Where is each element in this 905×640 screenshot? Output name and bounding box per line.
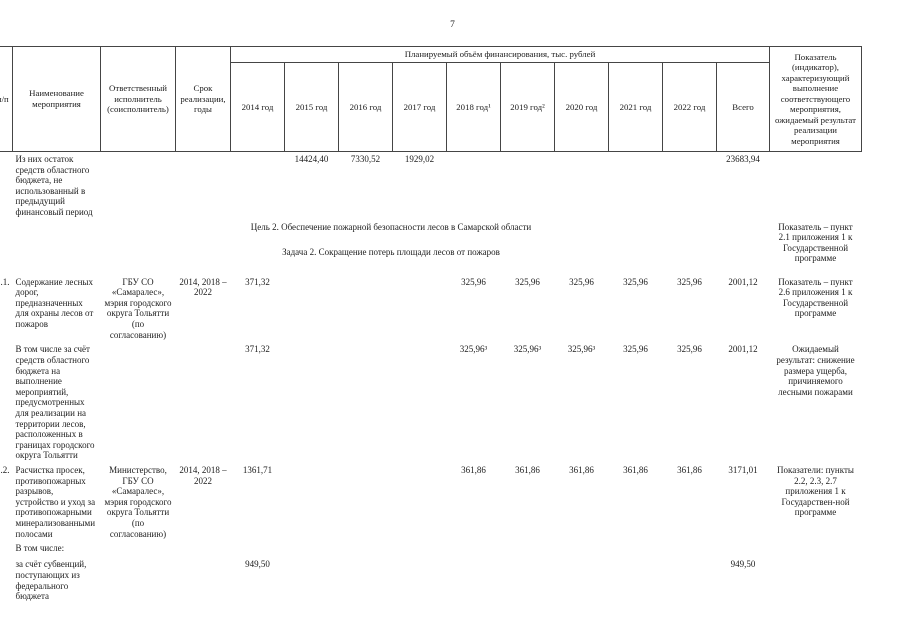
table-row-remainder: Из них остаток средств областного бюджет… bbox=[0, 152, 862, 220]
value-2019: 325,96 bbox=[515, 276, 540, 287]
value-total: 2001,12 bbox=[728, 276, 758, 287]
empty-cell bbox=[101, 557, 176, 640]
value-2022: 361,86 bbox=[677, 465, 702, 476]
value-2015: 14424,40 bbox=[294, 154, 329, 164]
task-title: Задача 2. Сокращение потерь площади лесо… bbox=[282, 246, 500, 257]
value-2014: 371,32 bbox=[245, 344, 270, 355]
empty-cell bbox=[285, 463, 447, 541]
row-name: В том числе: bbox=[15, 543, 65, 554]
empty-cell bbox=[101, 342, 176, 463]
header-cell-executor: Ответственный исполнитель (соисполнитель… bbox=[100, 46, 176, 152]
header-cell-period: Срок реализации, годы bbox=[175, 46, 231, 152]
value-2018: 325,96 bbox=[461, 276, 486, 287]
empty-cell bbox=[447, 152, 717, 220]
expected-result-note: Ожидаемый результат: снижение размера ущ… bbox=[776, 344, 855, 397]
value-2020: 325,96 bbox=[569, 276, 594, 287]
row-name: Из них остаток средств областного бюджет… bbox=[15, 154, 93, 218]
indicator-note: Показатели: пункты 2.2, 2.3, 2.7 приложе… bbox=[777, 465, 854, 518]
header-cell-2016: 2016 год bbox=[338, 62, 393, 152]
empty-cell bbox=[101, 541, 862, 557]
page-number: 7 bbox=[450, 20, 455, 30]
row-name: за счёт субвенций, поступающих из федера… bbox=[15, 559, 87, 602]
value-2021: 361,86 bbox=[623, 465, 648, 476]
empty-cell bbox=[0, 245, 13, 275]
empty-cell bbox=[176, 152, 231, 220]
row-period: 2014, 2018 –2022 bbox=[179, 465, 227, 486]
empty-cell bbox=[770, 152, 862, 220]
empty-cell bbox=[285, 275, 447, 343]
value-total: 949,50 bbox=[730, 559, 756, 570]
empty-cell bbox=[101, 152, 176, 220]
value-2014: 371,32 bbox=[245, 276, 270, 287]
header-cell-2014: 2014 год bbox=[230, 62, 285, 152]
value-2020: 361,86 bbox=[569, 465, 594, 476]
row-name: Расчистка просек, противопожарных разрыв… bbox=[15, 465, 96, 539]
value-total: 2001,12 bbox=[728, 344, 758, 355]
table-row-2-1-sub: В том числе за счёт средств областного б… bbox=[0, 342, 862, 463]
empty-cell bbox=[285, 342, 447, 463]
row-name: Содержание лесных дорог, предназначенных… bbox=[15, 276, 94, 330]
empty-cell bbox=[0, 342, 13, 463]
row-number: 2.2. bbox=[0, 465, 10, 476]
header-row-years: 2014 год 2015 год 2016 год 2017 год 2018… bbox=[0, 62, 862, 152]
value-2022: 325,96 bbox=[677, 276, 702, 287]
empty-cell bbox=[0, 220, 13, 245]
value-total: 23683,94 bbox=[726, 154, 760, 164]
empty-cell bbox=[176, 342, 231, 463]
header-cell-2020: 2020 год bbox=[554, 62, 609, 152]
empty-cell bbox=[770, 557, 862, 640]
table-row-2-2: 2.2. Расчистка просек, противопожарных р… bbox=[0, 463, 862, 541]
header-cell-2015: 2015 год bbox=[284, 62, 339, 152]
row-executor: Министерство, ГБУ СО «Самаралес», мэрия … bbox=[104, 465, 172, 539]
empty-cell bbox=[0, 152, 13, 220]
table-row-2-1: 2.1. Содержание лесных дорог, предназнач… bbox=[0, 275, 862, 343]
row-name: В том числе за счёт средств областного б… bbox=[15, 344, 95, 461]
header-cell-2021: 2021 год bbox=[608, 62, 663, 152]
header-cell-indicator: Показатель (индикатор), характеризующий … bbox=[769, 46, 862, 152]
empty-cell bbox=[0, 541, 13, 557]
value-2018: 361,86 bbox=[461, 465, 486, 476]
row-period: 2014, 2018 –2022 bbox=[179, 276, 227, 298]
financing-table: № п/п Наименование мероприятия Ответстве… bbox=[0, 46, 862, 640]
table-row-including: В том числе: bbox=[0, 541, 862, 557]
row-executor: ГБУ СО «Самаралес», мэрия городского окр… bbox=[104, 276, 172, 340]
value-2020: 325,96³ bbox=[567, 344, 596, 355]
header-cell-financing: Планируемый объём финансирования, тыс. р… bbox=[230, 46, 770, 63]
value-2021: 325,96 bbox=[623, 344, 648, 355]
header-cell-total: Всего bbox=[716, 62, 770, 152]
value-2017: 1929,02 bbox=[404, 154, 435, 164]
header-row-top: № п/п Наименование мероприятия Ответстве… bbox=[0, 46, 862, 152]
value-2014: 949,50 bbox=[245, 559, 270, 570]
value-2018: 325,96³ bbox=[459, 344, 488, 355]
empty-cell bbox=[0, 557, 13, 640]
header-cell-2022: 2022 год bbox=[662, 62, 717, 152]
table-row-goal: Цель 2. Обеспечение пожарной безопасност… bbox=[0, 220, 862, 264]
table-row-task: Задача 2. Сокращение потерь площади лесо… bbox=[0, 245, 862, 275]
row-number: 2.1. bbox=[0, 276, 10, 287]
value-2019: 325,96³ bbox=[513, 344, 542, 355]
table-header: № п/п Наименование мероприятия Ответстве… bbox=[0, 46, 862, 152]
header-cell-2019: 2019 год² bbox=[500, 62, 555, 152]
table-row-subventions: за счёт субвенций, поступающих из федера… bbox=[0, 557, 862, 640]
value-2021: 325,96 bbox=[623, 276, 648, 287]
value-total: 3171,01 bbox=[728, 465, 758, 476]
empty-cell bbox=[176, 557, 231, 640]
header-cell-2017: 2017 год bbox=[392, 62, 447, 152]
goal-title: Цель 2. Обеспечение пожарной безопасност… bbox=[250, 221, 532, 232]
value-2014: 1361,71 bbox=[242, 465, 273, 476]
header-cell-2018: 2018 год¹ bbox=[446, 62, 501, 152]
value-2019: 361,86 bbox=[515, 465, 540, 476]
value-2016: 7330,52 bbox=[350, 154, 381, 164]
header-cell-num: № п/п bbox=[0, 46, 13, 152]
value-2022: 325,96 bbox=[677, 344, 702, 355]
indicator-note: Показатель – пункт 2.1 приложения 1 к Го… bbox=[778, 221, 853, 264]
empty-cell bbox=[231, 152, 285, 220]
empty-cell bbox=[285, 557, 717, 640]
indicator-note: Показатель – пункт 2.6 приложения 1 к Го… bbox=[778, 276, 853, 319]
table-body: Из них остаток средств областного бюджет… bbox=[0, 152, 862, 640]
header-cell-name: Наименование мероприятия bbox=[12, 46, 101, 152]
